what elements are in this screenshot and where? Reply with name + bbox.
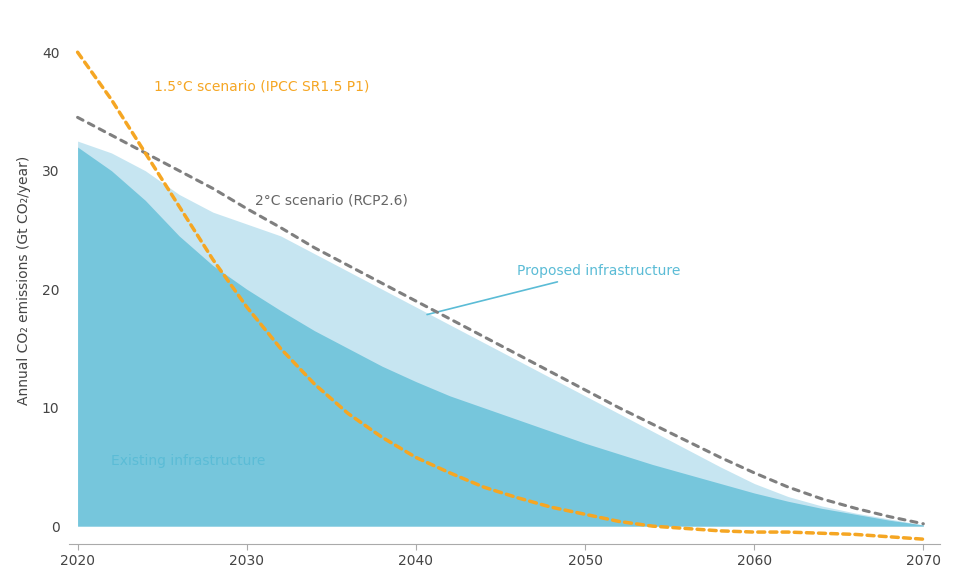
Text: Existing infrastructure: Existing infrastructure [111, 454, 266, 468]
Y-axis label: Annual CO₂ emissions (Gt CO₂/year): Annual CO₂ emissions (Gt CO₂/year) [16, 156, 31, 405]
Text: 2°C scenario (RCP2.6): 2°C scenario (RCP2.6) [255, 193, 408, 207]
Text: 1.5°C scenario (IPCC SR1.5 P1): 1.5°C scenario (IPCC SR1.5 P1) [154, 80, 369, 94]
Text: Proposed infrastructure: Proposed infrastructure [427, 264, 681, 315]
